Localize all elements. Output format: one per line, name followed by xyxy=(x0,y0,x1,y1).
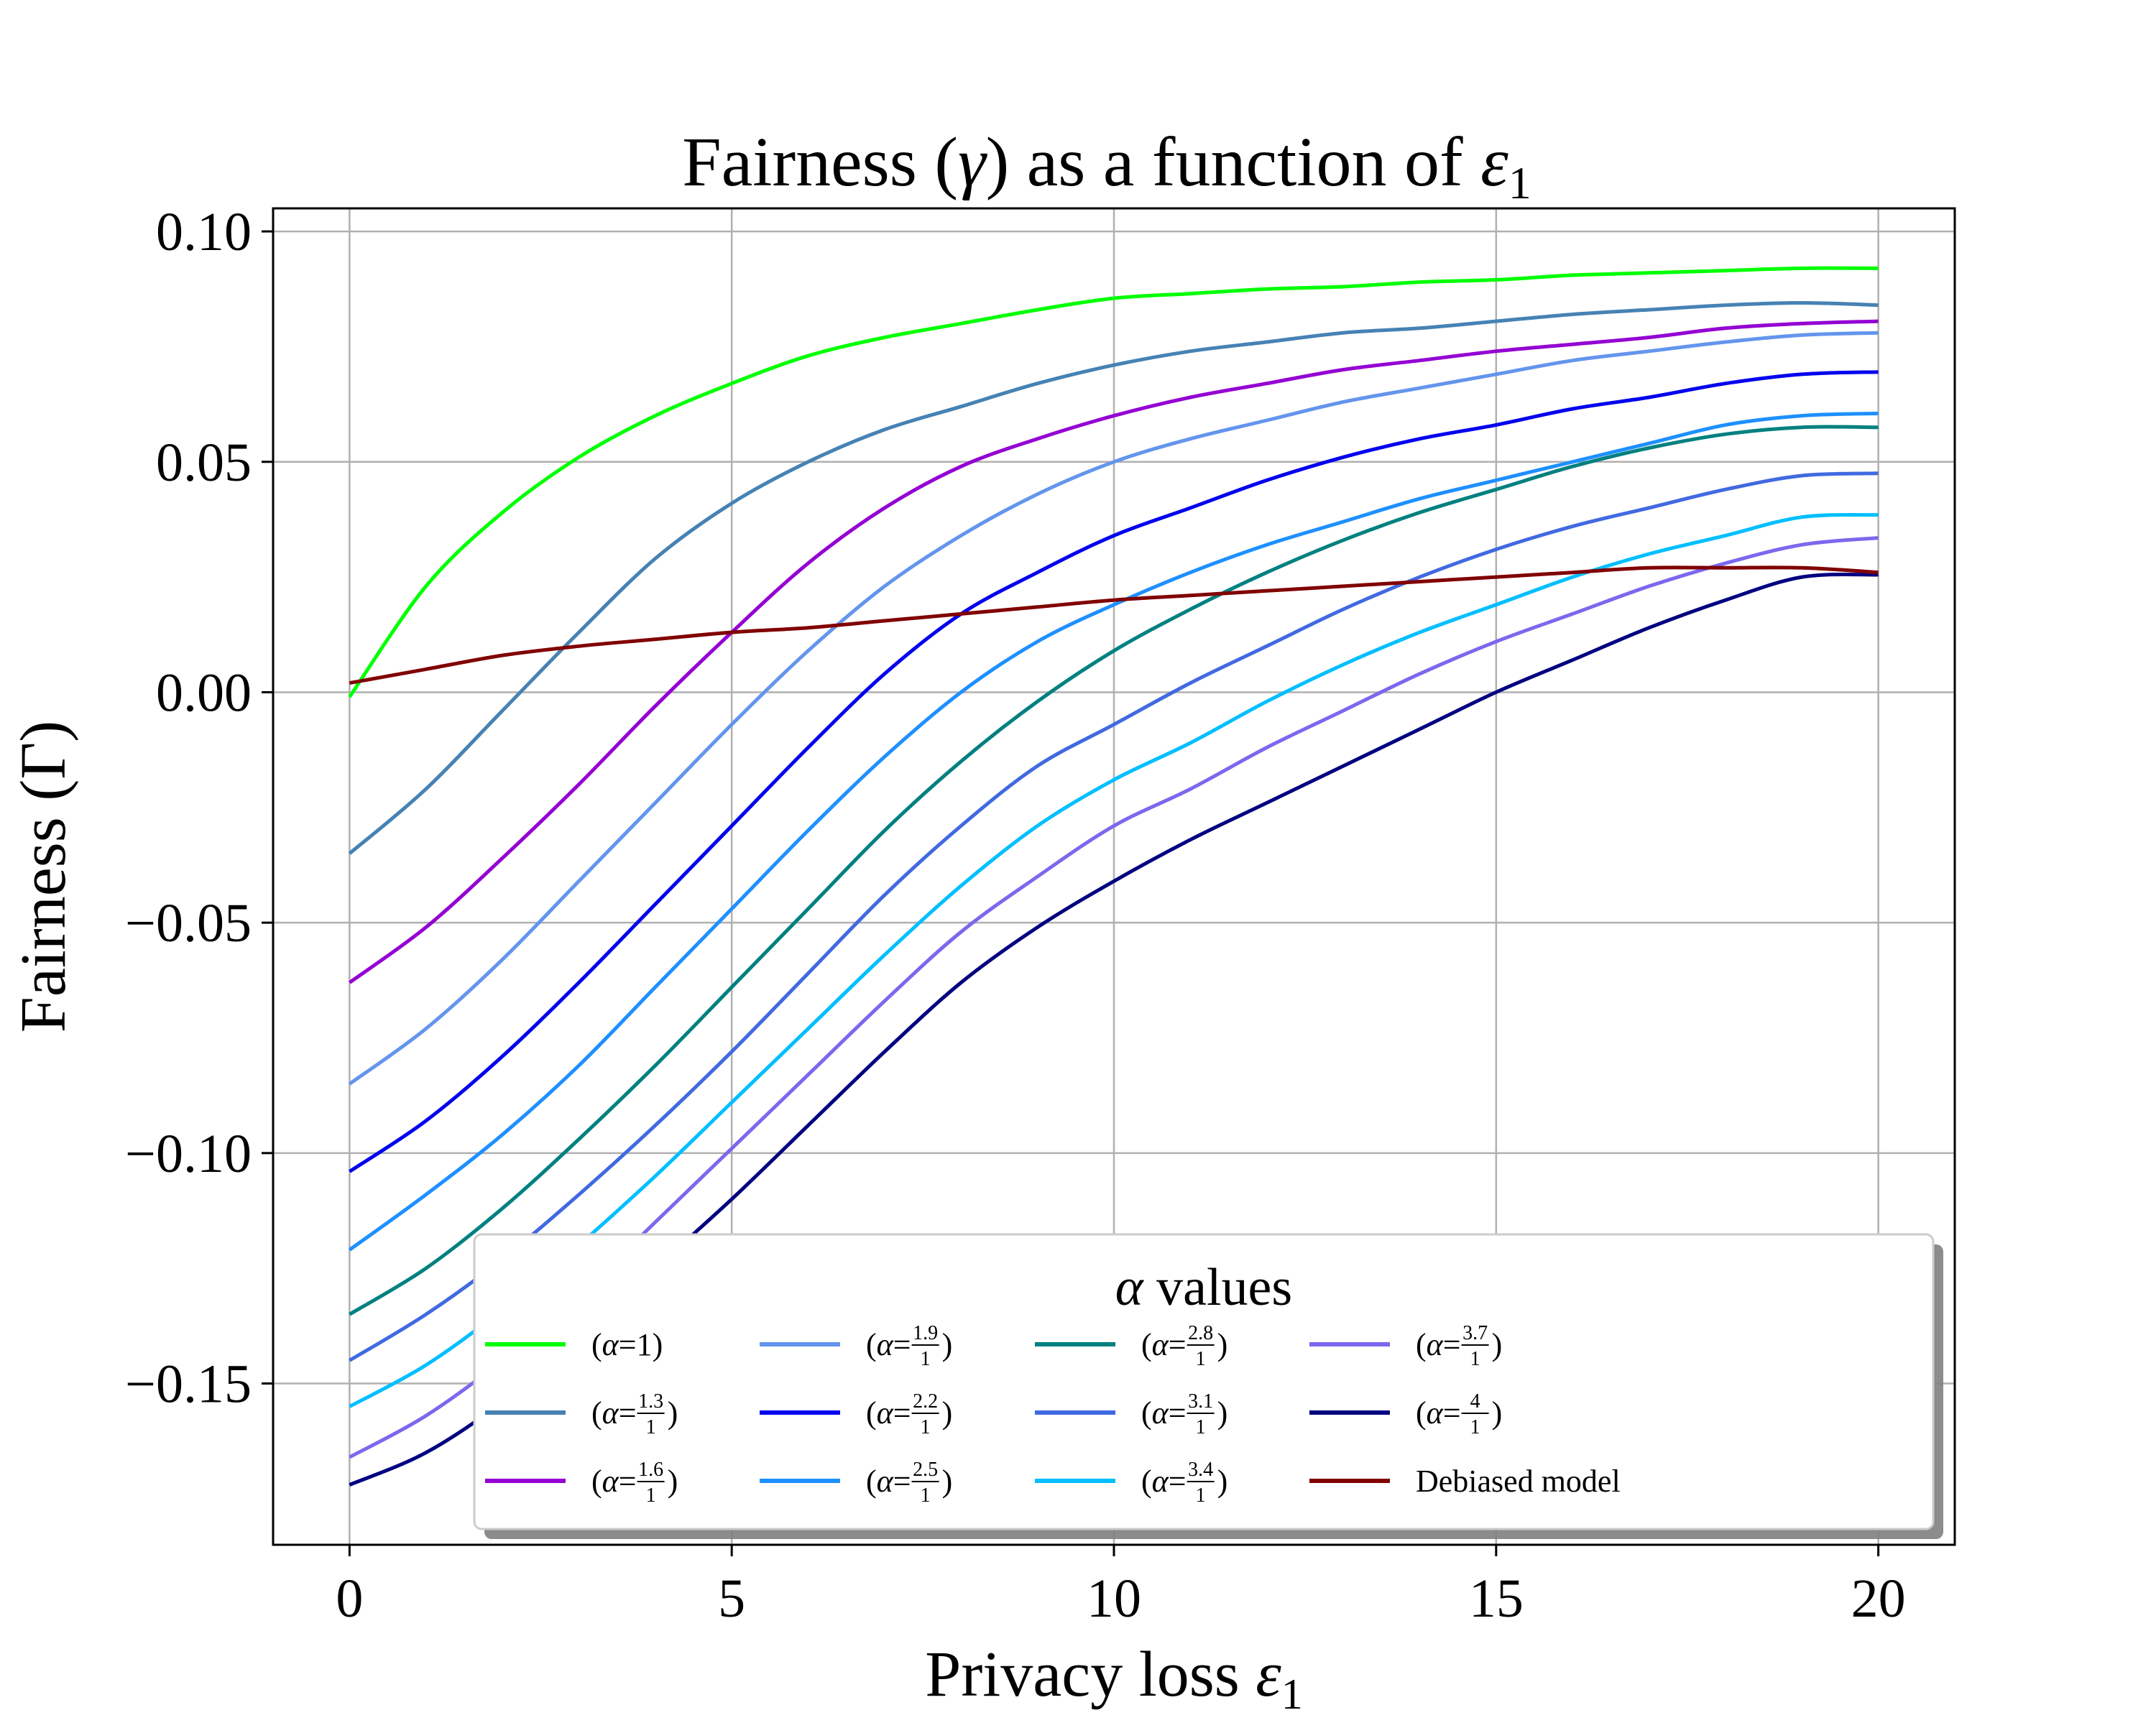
title-gamma: γ xyxy=(958,124,987,201)
legend-frac-den-2: 1 xyxy=(646,1484,656,1507)
title-epsilon: ε xyxy=(1480,124,1508,201)
legend-frac-num-6: 2.8 xyxy=(1188,1322,1213,1344)
series-line-6 xyxy=(349,425,1879,1316)
legend-label-5: (α= xyxy=(866,1464,911,1499)
y-tick-label-1: 0.05 xyxy=(156,433,252,493)
series-line-3 xyxy=(348,331,1879,1086)
series-line-8 xyxy=(349,513,1879,1408)
legend-frac-den-7: 1 xyxy=(1196,1416,1206,1438)
legend-label-close-4: ) xyxy=(942,1395,953,1431)
legend-label-1: (α= xyxy=(591,1395,637,1431)
title-part-1: Fairness ( xyxy=(682,124,958,201)
legend-label-close-3: ) xyxy=(942,1327,953,1362)
series-line-1 xyxy=(348,301,1879,855)
legend-label-close-7: ) xyxy=(1217,1395,1228,1431)
y-tick-label-4: −0.10 xyxy=(125,1124,252,1184)
legend-frac-num-7: 3.1 xyxy=(1188,1390,1213,1413)
x-tick-label-3: 15 xyxy=(1469,1568,1524,1629)
series-line-7 xyxy=(349,471,1879,1362)
legend-frac-den-8: 1 xyxy=(1196,1484,1206,1507)
y-tick-label-5: −0.15 xyxy=(125,1354,252,1415)
chart-title: Fairness (γ) as a function of ε1 xyxy=(682,124,1531,208)
legend-frac-den-1: 1 xyxy=(646,1416,656,1438)
legend-frac-num-8: 3.4 xyxy=(1188,1459,1213,1481)
legend-label-6: (α= xyxy=(1141,1327,1187,1362)
legend-frac-den-4: 1 xyxy=(921,1416,931,1438)
legend-label-close-8: ) xyxy=(1217,1464,1228,1499)
legend-label-11: Debiased model xyxy=(1416,1464,1621,1499)
title-part-2: ) as a function of xyxy=(986,124,1481,201)
legend-label-2: (α= xyxy=(591,1464,637,1499)
legend-title-text: values xyxy=(1143,1258,1293,1317)
legend-label-8: (α= xyxy=(1141,1464,1187,1499)
series-line-5 xyxy=(348,411,1879,1252)
legend-frac-den-5: 1 xyxy=(921,1484,931,1507)
legend-label-3: (α= xyxy=(866,1327,911,1362)
ticks: 0 5 10 15 20 0.10 0.05 0.00 −0.05 −0.10 −0.15 xyxy=(125,202,1906,1629)
legend-title: α values xyxy=(1115,1258,1292,1317)
x-axis-label: Privacy loss ε1 xyxy=(925,1639,1302,1718)
y-tick-label-0: 0.10 xyxy=(156,202,252,262)
legend-label-9: (α= xyxy=(1416,1327,1461,1362)
legend-frac-num-3: 1.9 xyxy=(913,1322,938,1344)
legend-frac-num-2: 1.6 xyxy=(638,1459,663,1481)
legend-label-4: (α= xyxy=(866,1395,911,1431)
x-tick-label-4: 20 xyxy=(1851,1568,1906,1629)
legend-label-close-2: ) xyxy=(668,1464,678,1499)
legend-frac-den-9: 1 xyxy=(1470,1348,1480,1370)
xlabel-subscript: 1 xyxy=(1281,1671,1303,1718)
legend-frac-num-5: 2.5 xyxy=(913,1459,938,1481)
xlabel-epsilon: ε xyxy=(1256,1639,1281,1710)
series-line-11 xyxy=(349,565,1879,685)
series-line-2 xyxy=(348,319,1879,984)
x-tick-label-0: 0 xyxy=(336,1568,363,1629)
y-tick-label-2: 0.00 xyxy=(156,662,252,723)
legend-label-close-6: ) xyxy=(1217,1327,1228,1362)
legend-frac-num-10: 4 xyxy=(1470,1390,1480,1413)
series-line-0 xyxy=(348,266,1879,698)
legend-frac-num-1: 1.3 xyxy=(638,1390,663,1413)
legend-label-0: (α=1) xyxy=(591,1327,663,1362)
legend-label-10: (α= xyxy=(1416,1395,1461,1431)
x-tick-label-1: 5 xyxy=(718,1568,745,1629)
series-line-4 xyxy=(349,370,1879,1173)
legend-label-close-10: ) xyxy=(1492,1395,1503,1431)
legend-frac-num-9: 3.7 xyxy=(1462,1322,1488,1344)
legend-label-close-5: ) xyxy=(942,1464,953,1499)
legend-frac-den-10: 1 xyxy=(1470,1416,1480,1438)
y-axis-label: Fairness (Γ) xyxy=(8,721,79,1032)
legend-label-7: (α= xyxy=(1141,1395,1187,1431)
legend-frac-den-6: 1 xyxy=(1196,1348,1206,1370)
y-tick-label-3: −0.05 xyxy=(125,893,252,953)
xlabel-part-1: Privacy loss xyxy=(925,1639,1256,1710)
title-subscript: 1 xyxy=(1508,157,1531,208)
legend-frac-den-3: 1 xyxy=(921,1348,931,1370)
legend-box xyxy=(473,1233,1935,1530)
legend-title-alpha: α xyxy=(1115,1258,1145,1317)
legend-label-close-1: ) xyxy=(668,1395,678,1431)
legend-label-close-9: ) xyxy=(1492,1327,1503,1362)
legend: α values(α=1)(α= 1.31)(α= 1.61)(α= 1.91)(α=… xyxy=(473,1233,1943,1539)
x-tick-label-2: 10 xyxy=(1087,1568,1141,1629)
legend-frac-num-4: 2.2 xyxy=(913,1390,938,1413)
